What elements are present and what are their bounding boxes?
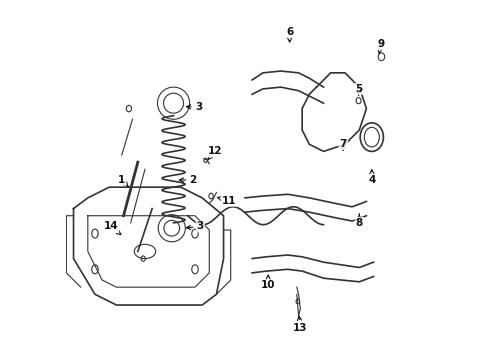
Text: 13: 13 <box>293 316 308 333</box>
Text: 8: 8 <box>356 214 363 228</box>
Text: 14: 14 <box>104 221 121 235</box>
Text: 7: 7 <box>340 139 347 150</box>
Text: 3: 3 <box>187 221 204 231</box>
Text: 12: 12 <box>207 147 222 160</box>
Text: 1: 1 <box>118 175 128 187</box>
Text: 2: 2 <box>179 175 197 185</box>
Text: 5: 5 <box>355 84 362 95</box>
Text: 10: 10 <box>261 275 275 291</box>
Text: 9: 9 <box>377 39 384 53</box>
Text: 11: 11 <box>218 196 236 206</box>
Text: 4: 4 <box>368 170 375 185</box>
Text: 3: 3 <box>187 102 202 112</box>
Text: 6: 6 <box>286 27 294 42</box>
